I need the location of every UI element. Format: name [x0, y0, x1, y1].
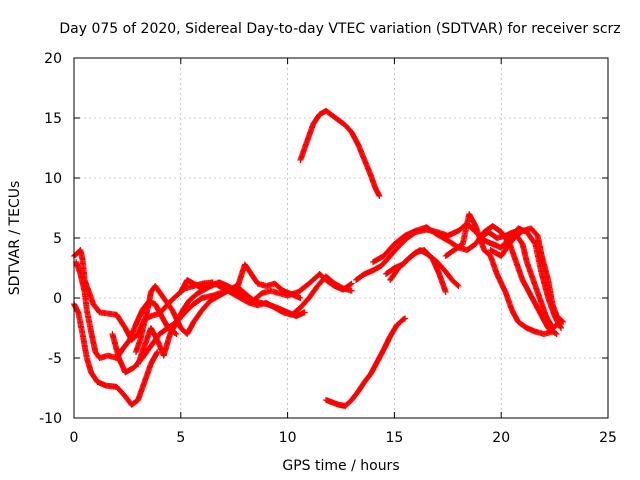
series-arc6: [135, 273, 355, 367]
series-arc14: [487, 225, 567, 325]
series-arc16: [323, 315, 409, 409]
series-markers: [297, 107, 383, 199]
series-markers: [177, 261, 304, 301]
x-tick-label: 0: [70, 430, 79, 446]
y-tick-label: -5: [48, 351, 62, 367]
series-arc12: [442, 211, 556, 337]
series-arc9: [370, 223, 560, 337]
y-tick-label: 20: [44, 51, 62, 67]
series-markers: [135, 273, 355, 367]
data-series: [71, 107, 567, 409]
grid-lines: [74, 58, 608, 418]
series-arc7: [177, 261, 304, 301]
series-markers: [323, 315, 409, 409]
y-axis-label: SDTVAR / TECUs: [7, 181, 23, 296]
y-tick-label: 5: [53, 231, 62, 247]
y-tick-label: 15: [44, 111, 62, 127]
chart-title: Day 075 of 2020, Sidereal Day-to-day VTE…: [59, 21, 620, 37]
y-tick-label: 0: [53, 291, 62, 307]
series-arc13: [476, 229, 564, 331]
series-markers: [476, 229, 564, 331]
series-arc11: [387, 247, 449, 295]
series-markers: [387, 247, 449, 295]
x-tick-label: 20: [492, 430, 510, 446]
series-markers: [370, 223, 560, 337]
x-tick-label: 10: [279, 430, 297, 446]
x-tick-label: 5: [176, 430, 185, 446]
axis-ticks: 0 5 10 15 20 25 -10 -5 0 5 10 15 20: [39, 51, 617, 446]
x-tick-label: 25: [599, 430, 617, 446]
series-markers: [487, 225, 567, 325]
y-tick-label: -10: [39, 411, 62, 427]
series-markers: [442, 211, 556, 337]
x-tick-label: 15: [385, 430, 403, 446]
plot-frame: [73, 57, 609, 419]
x-axis-label: GPS time / hours: [282, 458, 399, 474]
y-tick-label: 10: [44, 171, 62, 187]
series-arc15: [297, 107, 383, 199]
